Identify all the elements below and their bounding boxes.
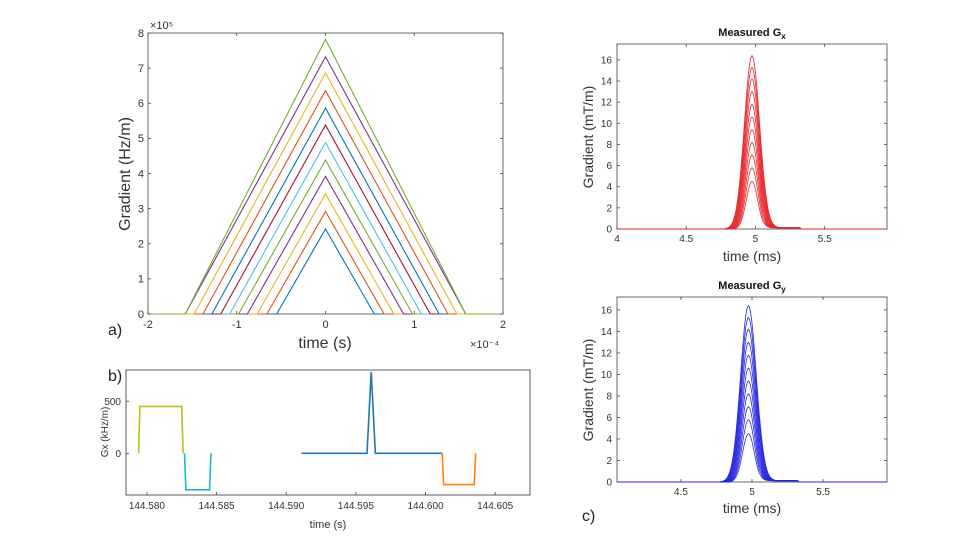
chart-c-top-pulse-line-11 bbox=[617, 54, 887, 230]
chart-c-top-xticks: 4 4.5 5 5.5 bbox=[614, 44, 832, 245]
chart-c-bottom-ytick-label: 8 bbox=[606, 391, 612, 402]
chart-a-xticks: -2 -1 0 1 2 bbox=[143, 33, 506, 331]
chart-c-top-ylabel: Gradient (mT/m) bbox=[580, 86, 596, 189]
chart-c-bottom-xticks: 4.5 5 5.5 bbox=[674, 297, 830, 498]
chart-c-top-ytick-label: 10 bbox=[601, 119, 613, 130]
chart-b-yticks: 0 500 bbox=[104, 397, 129, 460]
chart-a-xtick-label: -1 bbox=[232, 319, 242, 331]
chart-a-y-exponent: ×10⁵ bbox=[150, 20, 173, 32]
chart-a-ytick-label: 1 bbox=[138, 274, 144, 286]
panel-label-c: c) bbox=[582, 508, 596, 525]
chart-b-series-line-2 bbox=[183, 453, 212, 491]
chart-b-xtick-label: 144.600 bbox=[407, 501, 444, 512]
chart-c-top-ytick-label: 16 bbox=[601, 55, 613, 66]
chart-a-xtick-label: 0 bbox=[322, 319, 328, 331]
chart-b-ylabel: Gx (kHz/m) bbox=[100, 407, 111, 458]
chart-a-axes-box bbox=[147, 32, 504, 315]
chart-c-bottom-ylabel: Gradient (mT/m) bbox=[580, 339, 596, 442]
chart-b-axes-box bbox=[125, 369, 531, 496]
chart-c-top: Measured Gx 4 4.5 5 5.5 0 2 4 6 8 10 12 14 16 time … bbox=[580, 27, 888, 264]
chart-c-bottom-ytick-label: 6 bbox=[606, 413, 612, 424]
chart-a-x-exponent: ×10⁻⁴ bbox=[470, 339, 499, 351]
chart-c-top-ytick-label: 8 bbox=[606, 140, 612, 151]
chart-a-ytick-label: 2 bbox=[138, 239, 144, 251]
chart-a-ytick-label: 3 bbox=[138, 203, 144, 215]
chart-b-xlabel: time (s) bbox=[310, 519, 347, 531]
chart-a-ytick-label: 6 bbox=[138, 98, 144, 110]
chart-b-ytick-label: 0 bbox=[115, 449, 121, 460]
chart-c-top-ytick-label: 0 bbox=[606, 225, 612, 236]
chart-b-series-line-1 bbox=[137, 405, 184, 454]
chart-c-top-xtick-label: 5 bbox=[753, 234, 759, 245]
chart-c-bottom-ytick-label: 16 bbox=[601, 305, 613, 316]
chart-c-bottom-axes-box bbox=[616, 296, 888, 483]
chart-a-xlabel: time (s) bbox=[298, 335, 351, 352]
chart-c-top-ytick-label: 6 bbox=[606, 161, 612, 172]
chart-b: 144.580 144.585 144.590 144.595 144.600 144.6… bbox=[100, 369, 531, 531]
chart-a-series-line-12 bbox=[148, 38, 503, 315]
chart-a-xtick-label: -2 bbox=[143, 319, 153, 331]
chart-a-xtick-label: 2 bbox=[500, 319, 506, 331]
chart-c-bottom: Measured Gy 4.5 5 5.5 0 2 4 6 8 10 12 14 16 time (… bbox=[580, 280, 888, 516]
chart-b-series-line-4 bbox=[441, 453, 477, 486]
chart-c-top-xtick-label: 5.5 bbox=[818, 234, 832, 245]
chart-c-bottom-ytick-label: 12 bbox=[601, 348, 613, 359]
chart-b-xtick-label: 144.590 bbox=[268, 501, 305, 512]
chart-a-ytick-label: 0 bbox=[138, 309, 144, 321]
chart-c-top-xtick-label: 4 bbox=[614, 234, 620, 245]
chart-a: ×10⁵ -2 -1 0 1 2 0 1 2 3 4 5 6 7 8 time (s) ×10⁻⁴ Gr… bbox=[117, 20, 506, 352]
chart-b-xtick-label: 144.585 bbox=[198, 501, 235, 512]
chart-c-top-ytick-label: 2 bbox=[606, 203, 612, 214]
chart-c-top-series-group bbox=[617, 54, 887, 230]
chart-b-xtick-label: 144.580 bbox=[129, 501, 166, 512]
chart-a-yticks: 0 1 2 3 4 5 6 7 8 bbox=[138, 28, 503, 321]
chart-b-series-group bbox=[137, 372, 477, 491]
chart-c-top-yticks: 0 2 4 6 8 10 12 14 16 bbox=[601, 55, 887, 236]
chart-a-series-group bbox=[148, 38, 503, 315]
chart-c-bottom-ytick-label: 14 bbox=[601, 327, 613, 338]
chart-c-top-ytick-label: 12 bbox=[601, 98, 613, 109]
chart-c-top-ytick-label: 4 bbox=[606, 182, 612, 193]
panel-label-b: b) bbox=[108, 368, 123, 385]
chart-a-ytick-label: 5 bbox=[138, 133, 144, 145]
chart-c-bottom-yticks: 0 2 4 6 8 10 12 14 16 bbox=[601, 305, 887, 489]
chart-c-bottom-xtick-label: 5 bbox=[749, 487, 755, 498]
chart-a-ytick-label: 8 bbox=[138, 28, 144, 40]
chart-c-top-xlabel: time (ms) bbox=[723, 248, 781, 264]
chart-a-ylabel: Gradient (Hz/m) bbox=[117, 117, 134, 231]
chart-c-bottom-ytick-label: 4 bbox=[606, 434, 612, 445]
chart-c-bottom-series-group bbox=[617, 304, 887, 483]
chart-c-bottom-xtick-label: 5.5 bbox=[816, 487, 830, 498]
chart-c-bottom-xtick-label: 4.5 bbox=[674, 487, 688, 498]
chart-b-ytick-label: 500 bbox=[104, 397, 121, 408]
chart-c-bottom-ytick-label: 0 bbox=[606, 478, 612, 489]
chart-a-ytick-label: 7 bbox=[138, 63, 144, 75]
chart-b-xtick-label: 144.605 bbox=[477, 501, 514, 512]
panel-label-a: a) bbox=[108, 322, 123, 339]
chart-c-top-axes-box bbox=[616, 43, 888, 230]
chart-b-xticks: 144.580 144.585 144.590 144.595 144.600 144.6… bbox=[129, 492, 514, 512]
chart-c-top-ytick-label: 14 bbox=[601, 77, 613, 88]
chart-c-bottom-ytick-label: 2 bbox=[606, 456, 612, 467]
chart-a-ytick-label: 4 bbox=[138, 168, 144, 180]
chart-c-bottom-title: Measured Gy bbox=[718, 280, 786, 294]
chart-c-bottom-ytick-label: 10 bbox=[601, 370, 613, 381]
chart-c-top-xtick-label: 4.5 bbox=[679, 234, 693, 245]
chart-b-xtick-label: 144.595 bbox=[338, 501, 375, 512]
chart-a-xtick-label: 1 bbox=[411, 319, 417, 331]
chart-c-bottom-xlabel: time (ms) bbox=[723, 500, 781, 516]
chart-c-bottom-pulse-line-11 bbox=[617, 304, 887, 483]
chart-c-top-title: Measured Gx bbox=[718, 27, 786, 41]
chart-b-series-line-3 bbox=[301, 372, 443, 455]
